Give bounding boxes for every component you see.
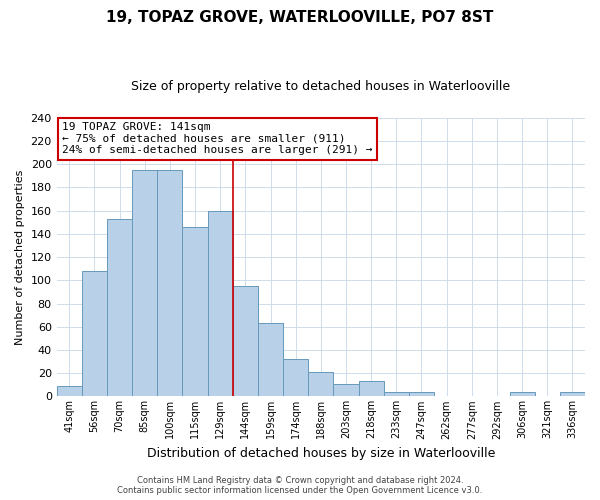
Bar xyxy=(509,392,535,396)
Bar xyxy=(157,170,182,396)
Bar xyxy=(409,392,434,396)
Bar xyxy=(384,392,409,396)
Bar xyxy=(334,384,359,396)
Bar xyxy=(560,392,585,396)
Text: Contains HM Land Registry data © Crown copyright and database right 2024.
Contai: Contains HM Land Registry data © Crown c… xyxy=(118,476,482,495)
Bar xyxy=(107,219,132,396)
Bar xyxy=(283,359,308,397)
Bar xyxy=(56,386,82,396)
X-axis label: Distribution of detached houses by size in Waterlooville: Distribution of detached houses by size … xyxy=(146,447,495,460)
Bar xyxy=(359,382,384,396)
Title: Size of property relative to detached houses in Waterlooville: Size of property relative to detached ho… xyxy=(131,80,511,93)
Bar xyxy=(182,227,208,396)
Bar xyxy=(82,271,107,396)
Bar xyxy=(132,170,157,396)
Bar xyxy=(308,372,334,396)
Y-axis label: Number of detached properties: Number of detached properties xyxy=(15,170,25,345)
Text: 19 TOPAZ GROVE: 141sqm
← 75% of detached houses are smaller (911)
24% of semi-de: 19 TOPAZ GROVE: 141sqm ← 75% of detached… xyxy=(62,122,373,155)
Text: 19, TOPAZ GROVE, WATERLOOVILLE, PO7 8ST: 19, TOPAZ GROVE, WATERLOOVILLE, PO7 8ST xyxy=(106,10,494,25)
Bar xyxy=(233,286,258,397)
Bar xyxy=(258,324,283,396)
Bar xyxy=(208,210,233,396)
